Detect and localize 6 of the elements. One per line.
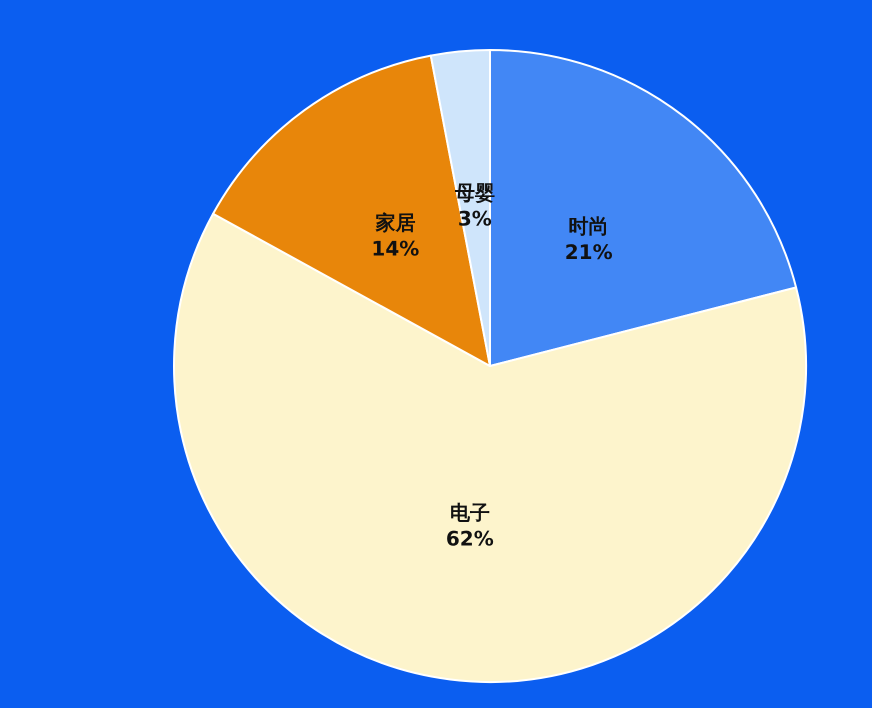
data-label: 21% [564, 240, 613, 264]
slice-label: 电子 [450, 500, 490, 525]
data-label: 62% [446, 526, 494, 551]
data-label: 14% [371, 236, 420, 261]
slice-label: 家居 [374, 210, 416, 235]
slice-label: 时尚 [568, 214, 609, 238]
